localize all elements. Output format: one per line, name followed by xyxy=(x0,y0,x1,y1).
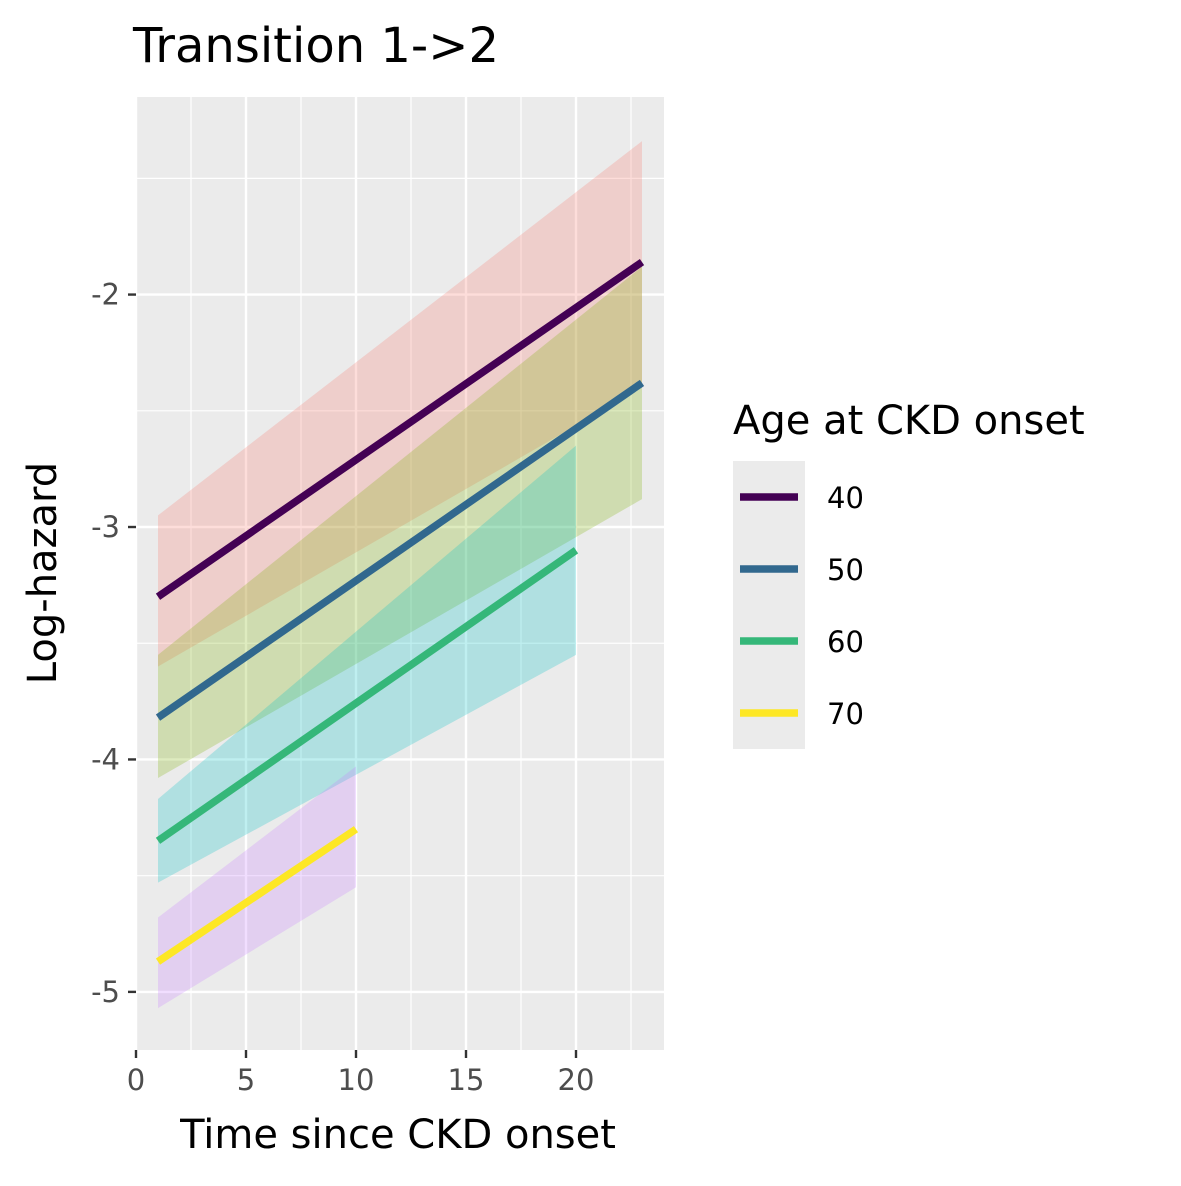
axes: 0 5 10 15 20 -5 -4 -3 -2 xyxy=(91,278,594,1097)
legend: Age at CKD onset 40 50 60 70 xyxy=(733,398,1085,749)
grid-lines xyxy=(134,97,664,1050)
y-tick-label: -4 xyxy=(91,742,120,776)
chart-title: Transition 1->2 xyxy=(132,18,499,74)
ribbon-70 xyxy=(158,766,356,1009)
y-tick-label: -5 xyxy=(91,975,120,1009)
x-tick-label: 15 xyxy=(448,1063,485,1097)
x-tick-label: 20 xyxy=(558,1063,595,1097)
legend-label-50: 50 xyxy=(827,553,864,587)
x-tick-label: 5 xyxy=(237,1063,255,1097)
y-tick-label: -3 xyxy=(91,510,120,544)
ribbon-40 xyxy=(158,141,642,667)
legend-label-60: 60 xyxy=(827,625,864,659)
legend-label-70: 70 xyxy=(827,697,864,731)
y-tick-label: -2 xyxy=(91,278,120,312)
series-line-60 xyxy=(155,547,579,844)
series-line-50 xyxy=(155,379,645,721)
series-lines xyxy=(155,258,645,965)
confidence-ribbons xyxy=(158,141,642,1009)
x-tick-label: 0 xyxy=(127,1063,145,1097)
x-tick-label: 10 xyxy=(338,1063,375,1097)
x-axis-title: Time since CKD onset xyxy=(179,1112,616,1158)
legend-key-background xyxy=(733,461,805,749)
series-line-70 xyxy=(155,826,359,965)
legend-label-40: 40 xyxy=(827,481,864,515)
legend-title: Age at CKD onset xyxy=(733,398,1085,444)
y-axis-title: Log-hazard xyxy=(20,462,66,684)
series-line-40 xyxy=(155,258,645,600)
ribbon-60 xyxy=(158,445,576,883)
ribbon-50 xyxy=(158,266,642,779)
legend-items: 40 50 60 70 xyxy=(740,481,864,731)
